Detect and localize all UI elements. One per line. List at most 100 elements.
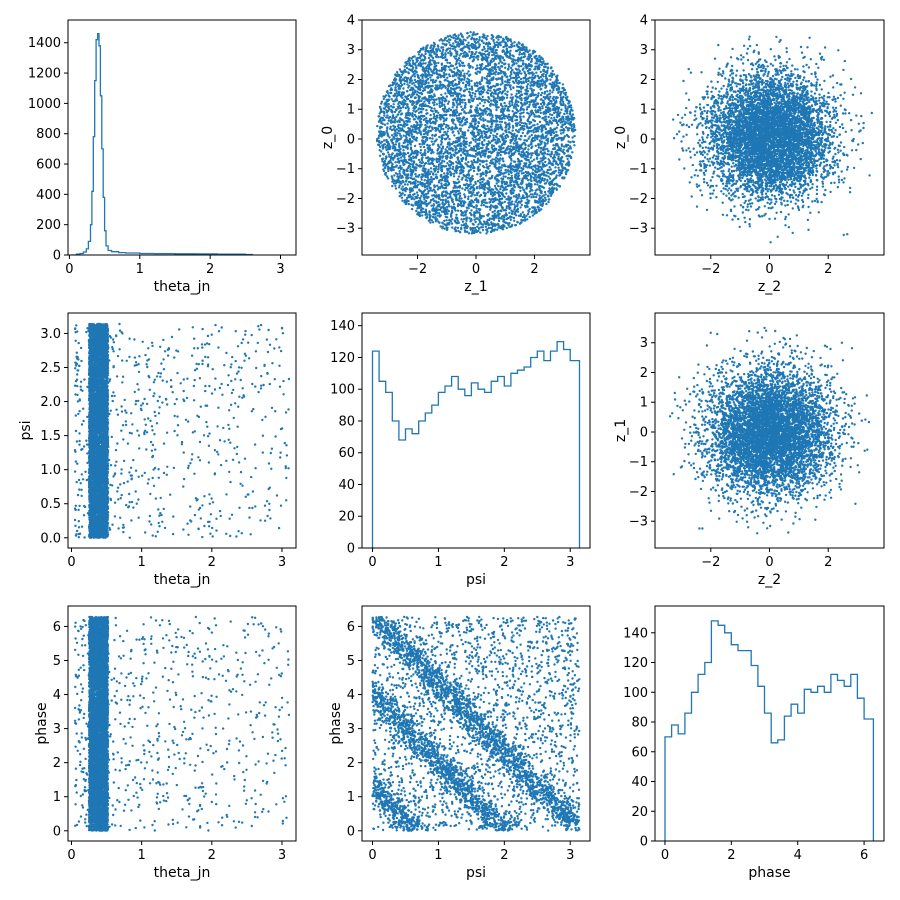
scatter-point — [546, 142, 549, 145]
scatter-point — [557, 166, 560, 169]
scatter-point — [387, 119, 391, 123]
scatter-point — [440, 127, 443, 131]
scatter-point — [451, 226, 454, 229]
scatter-point — [469, 31, 472, 34]
scatter-point — [497, 226, 501, 229]
scatter-point — [444, 215, 447, 218]
scatter-point — [533, 76, 536, 79]
scatter-point — [530, 130, 533, 133]
scatter-point — [529, 152, 533, 155]
scatter-point — [512, 137, 515, 140]
scatter-point — [394, 74, 397, 77]
scatter-point — [501, 201, 504, 204]
scatter-point — [492, 45, 495, 48]
scatter-point — [569, 145, 572, 148]
scatter-point — [460, 94, 463, 97]
scatter-point — [489, 89, 492, 92]
scatter-point — [534, 210, 537, 214]
scatter-point — [407, 97, 410, 101]
scatter-point — [521, 196, 524, 199]
scatter-point — [477, 191, 480, 194]
scatter-point — [478, 39, 481, 42]
scatter-point — [497, 62, 501, 65]
scatter-point — [544, 109, 547, 112]
scatter-point — [495, 216, 498, 219]
scatter-point — [571, 136, 574, 139]
scatter-point — [403, 139, 406, 142]
scatter-point — [534, 134, 538, 138]
scatter-point — [403, 82, 406, 86]
scatter-point — [461, 98, 464, 102]
scatter-point — [421, 156, 424, 159]
scatter-point — [378, 154, 382, 157]
scatter-point — [507, 127, 510, 131]
scatter-point — [498, 120, 501, 124]
scatter-point — [462, 136, 465, 139]
scatter-point — [539, 102, 543, 106]
scatter-point — [509, 141, 512, 144]
scatter-point — [459, 129, 462, 132]
scatter-point — [445, 95, 449, 98]
scatter-point — [452, 79, 455, 83]
scatter-point — [484, 112, 487, 115]
scatter-point — [446, 222, 449, 225]
scatter-point — [476, 147, 479, 151]
scatter-point — [496, 154, 500, 157]
scatter-point — [491, 114, 494, 117]
scatter-point — [460, 213, 463, 216]
scatter-point — [507, 109, 511, 112]
scatter-point — [481, 143, 484, 147]
scatter-point — [426, 143, 429, 147]
scatter-point — [414, 169, 418, 172]
scatter-point — [377, 136, 380, 140]
scatter-point — [439, 143, 443, 146]
scatter-point — [506, 90, 509, 93]
scatter-point — [383, 139, 386, 142]
scatter-point — [430, 199, 433, 202]
scatter-point — [432, 47, 435, 50]
scatter-point — [441, 227, 444, 230]
scatter-point — [428, 149, 431, 152]
scatter-point — [422, 118, 425, 122]
scatter-point — [552, 88, 555, 92]
scatter-point — [566, 129, 570, 132]
scatter-point — [482, 220, 486, 223]
scatter-point — [428, 157, 431, 160]
scatter-point — [469, 110, 472, 113]
scatter-point — [405, 112, 408, 115]
scatter-point — [495, 214, 498, 217]
scatter-point — [493, 193, 497, 196]
scatter-point — [519, 214, 522, 218]
scatter-point — [557, 90, 560, 93]
scatter-point — [436, 214, 439, 217]
scatter-point — [435, 201, 438, 205]
scatter-point — [501, 107, 504, 111]
scatter-point — [430, 63, 433, 66]
scatter-point — [520, 199, 523, 203]
scatter-point — [458, 160, 461, 163]
scatter-point — [410, 171, 413, 175]
scatter-point — [414, 166, 417, 169]
scatter-point — [455, 117, 459, 120]
scatter-point — [522, 219, 526, 222]
scatter-point — [442, 84, 445, 87]
scatter-point — [461, 124, 464, 127]
scatter-point — [431, 81, 435, 84]
scatter-point — [440, 102, 444, 106]
scatter-point — [438, 135, 441, 139]
scatter-point — [443, 105, 446, 109]
scatter-point — [470, 85, 473, 88]
scatter-point — [427, 202, 431, 205]
scatter-point — [432, 207, 436, 211]
scatter-point — [560, 125, 564, 129]
scatter-point — [506, 75, 509, 78]
scatter-point — [552, 81, 555, 85]
scatter-point — [499, 145, 502, 149]
scatter-point — [508, 211, 511, 215]
scatter-point — [504, 129, 508, 132]
scatter-point — [537, 80, 540, 83]
scatter-point — [525, 125, 529, 128]
scatter-point — [483, 77, 486, 80]
scatter-point — [553, 153, 556, 157]
